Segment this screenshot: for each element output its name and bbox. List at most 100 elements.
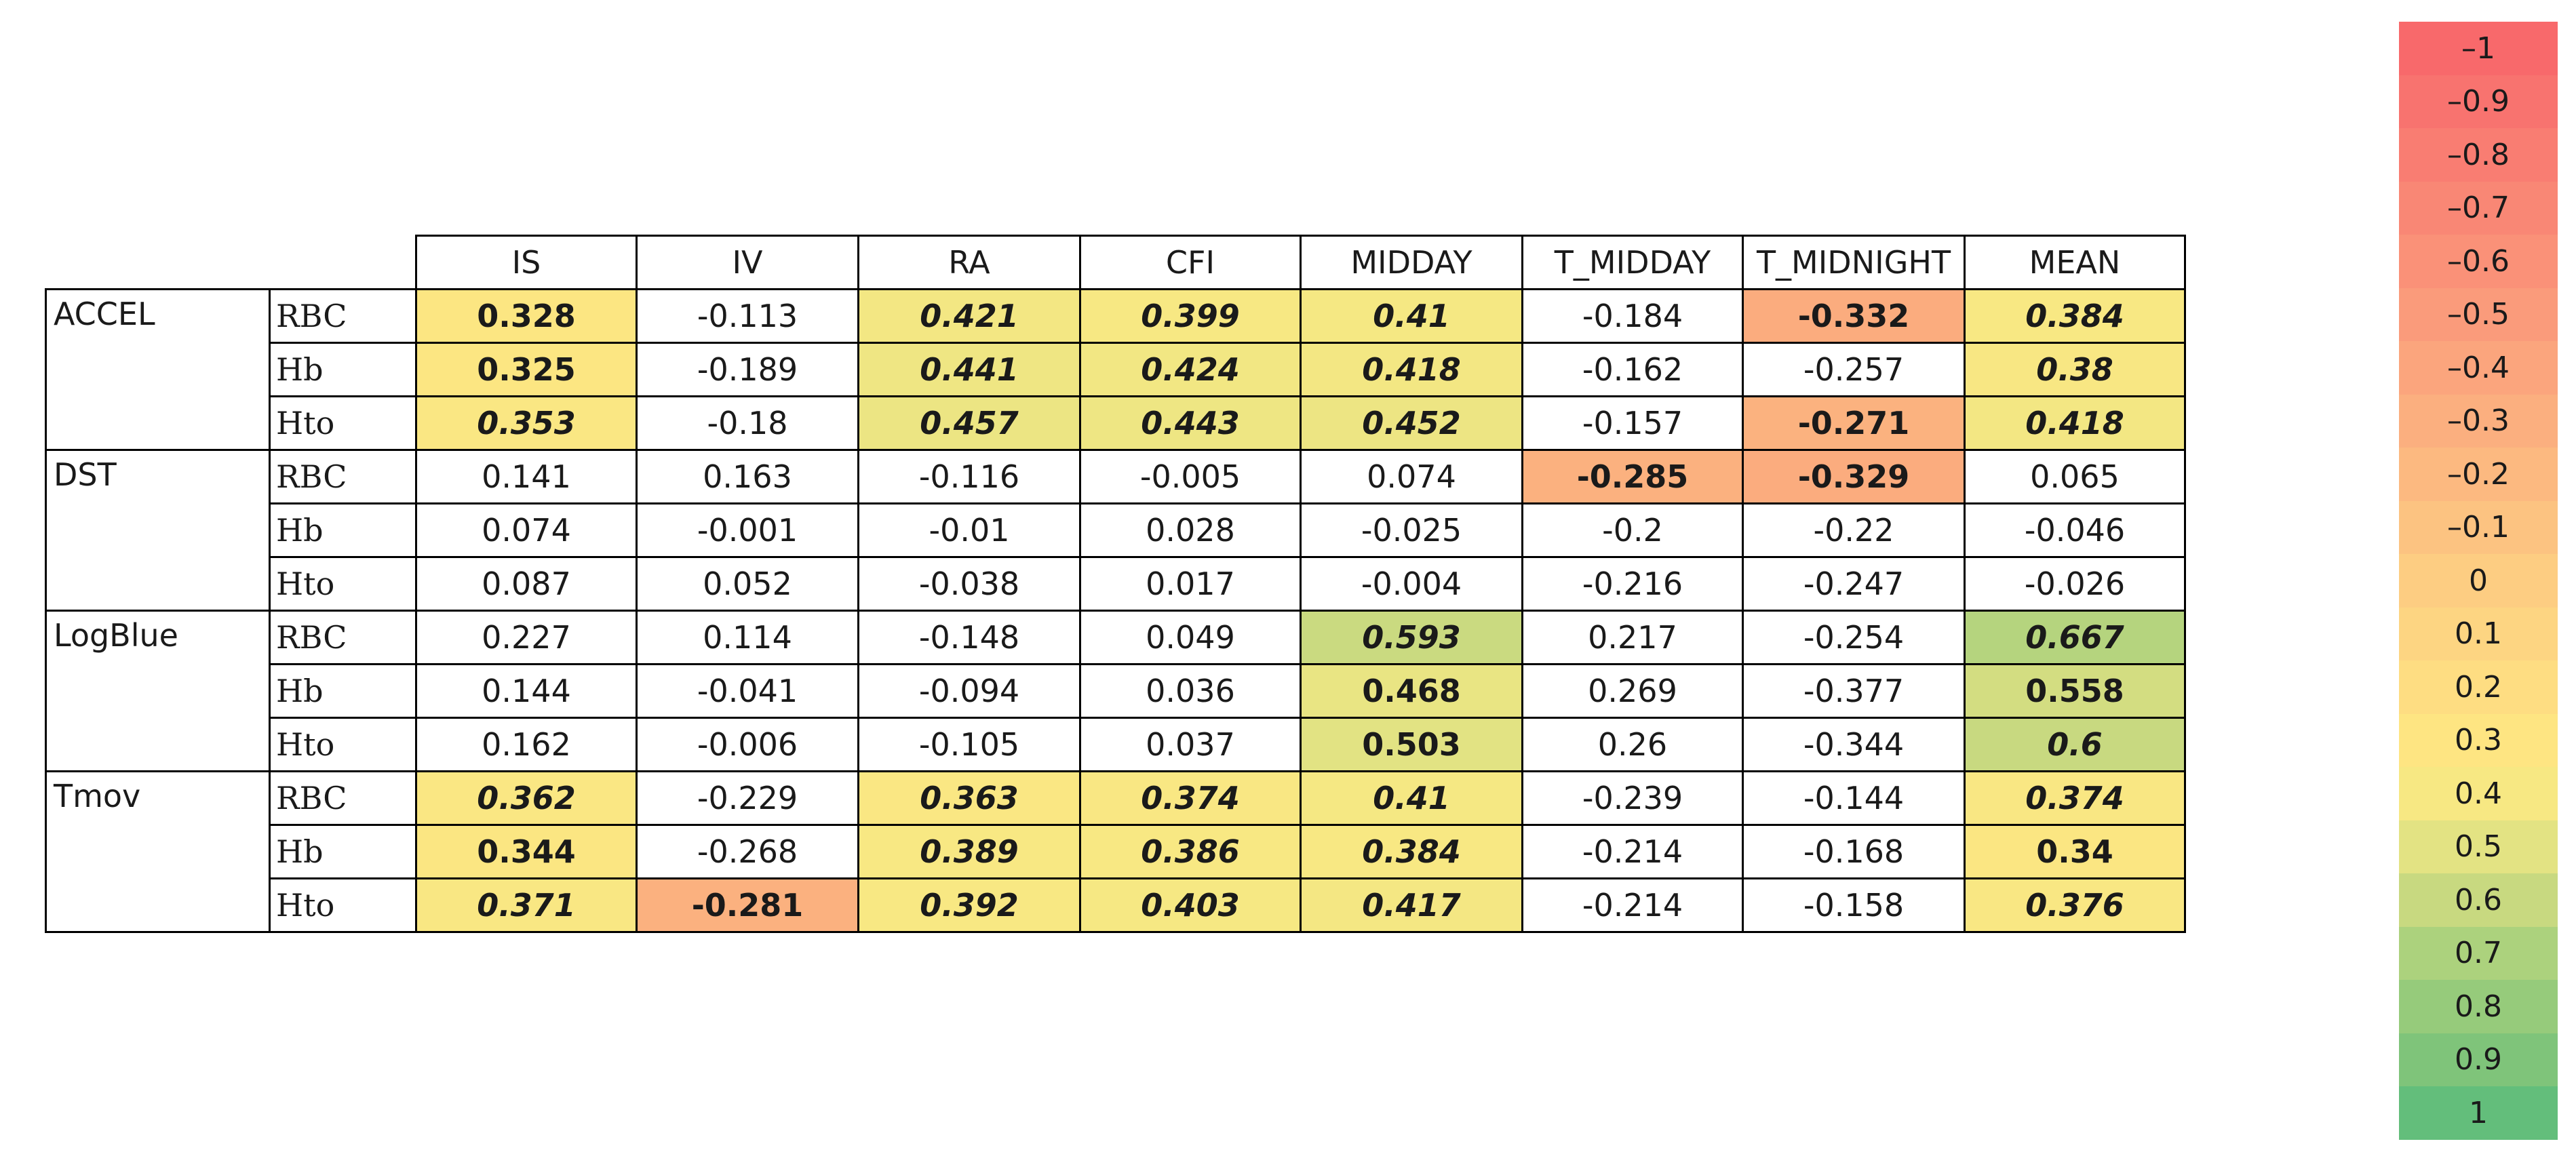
group-label: Tmov	[45, 770, 271, 933]
heatmap-cell: 0.328	[415, 288, 638, 344]
heatmap-cell: 0.443	[1079, 395, 1302, 451]
heatmap-cell: -0.229	[636, 770, 859, 826]
heatmap-cell: 0.38	[1964, 342, 2186, 397]
row-label: Hb	[269, 502, 417, 558]
heatmap-cell: -0.168	[1742, 824, 1966, 879]
group-label: ACCEL	[45, 288, 271, 451]
heatmap-cell: -0.116	[857, 449, 1081, 504]
heatmap-cell: 0.417	[1300, 877, 1523, 933]
legend-swatch: –0.6	[2399, 235, 2558, 288]
heatmap-cell: 0.403	[1079, 877, 1302, 933]
group-label: LogBlue	[45, 610, 271, 772]
heatmap-cell: -0.189	[636, 342, 859, 397]
legend-swatch: –0.5	[2399, 288, 2558, 341]
heatmap-cell: 0.667	[1964, 610, 2186, 665]
table-row: Hb 0.344 -0.268 0.389 0.386 0.384 -0.214 -0.168…	[46, 824, 2186, 879]
heatmap-cell: 0.418	[1300, 342, 1523, 397]
table-row: Hb 0.074 -0.001 -0.01 0.028 -0.025 -0.2 -0.22 -0…	[46, 502, 2186, 558]
heatmap-cell: 0.376	[1964, 877, 2186, 933]
heatmap-cell: 0.424	[1079, 342, 1302, 397]
table-row: Hto 0.162 -0.006 -0.105 0.037 0.503 0.26 -0.344…	[46, 717, 2186, 772]
row-label: Hb	[269, 824, 417, 879]
legend-swatch: –0.1	[2399, 500, 2558, 554]
heatmap-cell: 0.392	[857, 877, 1081, 933]
heatmap-cell: 0.269	[1521, 663, 1744, 719]
heatmap-cell: 0.6	[1964, 717, 2186, 772]
heatmap-cell: 0.217	[1521, 610, 1744, 665]
table-row: Hto 0.087 0.052 -0.038 0.017 -0.004 -0.216 -0.2…	[46, 556, 2186, 612]
row-label: RBC	[269, 610, 417, 665]
table-row: ACCEL RBC 0.328 -0.113 0.421 0.399 0.41 -0.184-…	[45, 288, 2186, 451]
col-header-is: IS	[415, 235, 638, 290]
heatmap-cell: -0.216	[1521, 556, 1744, 612]
col-header-mean: MEAN	[1964, 235, 2186, 290]
col-header-ra: RA	[857, 235, 1081, 290]
legend-swatch: –0.3	[2399, 394, 2558, 448]
heatmap-cell: -0.162	[1521, 342, 1744, 397]
heatmap-cell: 0.418	[1964, 395, 2186, 451]
col-header-cfi: CFI	[1079, 235, 1302, 290]
correlation-table: IS IV RA CFI MIDDAY T_MIDDAY T_MIDNIGHT MEAN AC…	[45, 235, 2186, 933]
legend-swatch: –0.2	[2399, 448, 2558, 501]
heatmap-cell: 0.065	[1964, 449, 2186, 504]
legend-swatch: 0.7	[2399, 926, 2558, 980]
heatmap-cell: -0.377	[1742, 663, 1966, 719]
row-label: RBC	[269, 770, 417, 826]
col-header-iv: IV	[636, 235, 859, 290]
heatmap-cell: -0.22	[1742, 502, 1966, 558]
legend-swatch: 0.2	[2399, 660, 2558, 714]
heatmap-cell: -0.329	[1742, 449, 1966, 504]
heatmap-cell: -0.005	[1079, 449, 1302, 504]
heatmap-cell: 0.374	[1079, 770, 1302, 826]
legend-swatch: –0.9	[2399, 75, 2558, 128]
heatmap-cell: -0.025	[1300, 502, 1523, 558]
legend-swatch: –0.8	[2399, 128, 2558, 182]
table-body: ACCEL RBC 0.328 -0.113 0.421 0.399 0.41 -0.184-…	[45, 288, 2186, 933]
heatmap-cell: 0.141	[415, 449, 638, 504]
legend-swatch: 0.3	[2399, 713, 2558, 767]
heatmap-cell: 0.384	[1964, 288, 2186, 344]
heatmap-cell: 0.227	[415, 610, 638, 665]
heatmap-cell: -0.148	[857, 610, 1081, 665]
heatmap-cell: 0.344	[415, 824, 638, 879]
color-scale-legend: –1 –0.9 –0.8 –0.7 –0.6 –0.5 –0.4 –0.3 –0.2 –0.1 0 0…	[2399, 22, 2558, 1140]
heatmap-cell: 0.503	[1300, 717, 1523, 772]
legend-swatch: 0.1	[2399, 607, 2558, 660]
legend-swatch: –0.4	[2399, 341, 2558, 395]
legend-swatch: 0.5	[2399, 820, 2558, 873]
row-label: Hto	[269, 395, 417, 451]
heatmap-cell: -0.285	[1521, 449, 1744, 504]
heatmap-cell: 0.386	[1079, 824, 1302, 879]
heatmap-cell: 0.049	[1079, 610, 1302, 665]
heatmap-cell: 0.41	[1300, 288, 1523, 344]
heatmap-cell: 0.452	[1300, 395, 1523, 451]
heatmap-cell: -0.257	[1742, 342, 1966, 397]
legend-swatch: –0.7	[2399, 181, 2558, 235]
legend-swatch: –1	[2399, 22, 2558, 75]
heatmap-cell: 0.441	[857, 342, 1081, 397]
heatmap-cell: -0.281	[636, 877, 859, 933]
heatmap-cell: -0.344	[1742, 717, 1966, 772]
table-row: DST RBC 0.141 0.163 -0.116 -0.005 0.074 -0.285-…	[45, 449, 2186, 612]
row-label: RBC	[269, 449, 417, 504]
group-label: DST	[45, 449, 271, 612]
heatmap-cell: 0.421	[857, 288, 1081, 344]
legend-swatch: 0.6	[2399, 873, 2558, 927]
heatmap-cell: 0.162	[415, 717, 638, 772]
heatmap-cell: 0.144	[415, 663, 638, 719]
heatmap-cell: -0.113	[636, 288, 859, 344]
heatmap-cell: 0.457	[857, 395, 1081, 451]
heatmap-cell: -0.239	[1521, 770, 1744, 826]
heatmap-cell: 0.052	[636, 556, 859, 612]
heatmap-cell: 0.074	[415, 502, 638, 558]
row-label: Hb	[269, 663, 417, 719]
row-label: Hto	[269, 556, 417, 612]
heatmap-cell: -0.2	[1521, 502, 1744, 558]
heatmap-cell: -0.105	[857, 717, 1081, 772]
heatmap-cell: -0.214	[1521, 877, 1744, 933]
heatmap-cell: -0.006	[636, 717, 859, 772]
legend-swatch: 0	[2399, 554, 2558, 608]
row-label: Hto	[269, 877, 417, 933]
heatmap-cell: 0.384	[1300, 824, 1523, 879]
legend-swatch: 1	[2399, 1086, 2558, 1140]
